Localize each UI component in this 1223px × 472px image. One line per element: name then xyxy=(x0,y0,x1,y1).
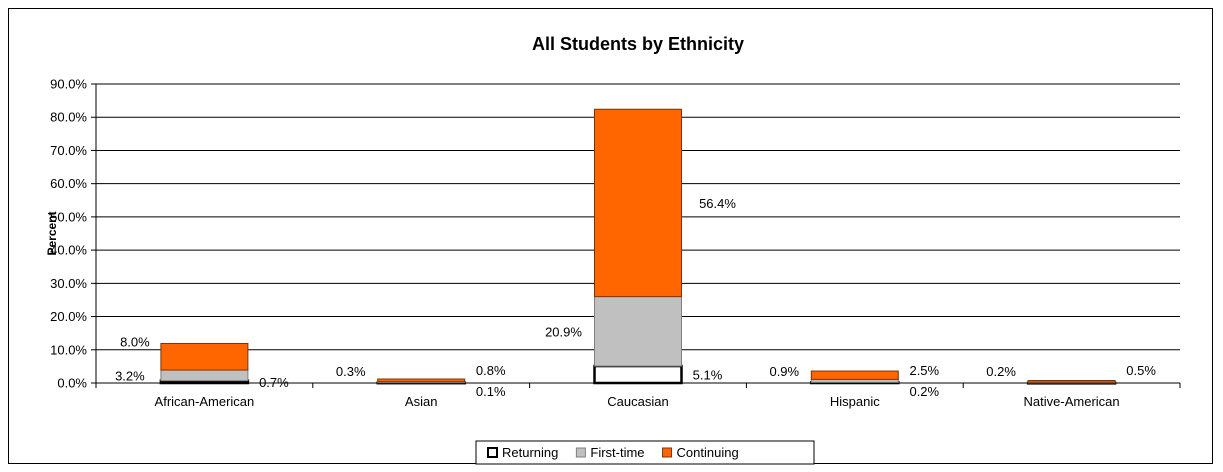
y-tick-label: 30.0% xyxy=(50,276,87,291)
data-label-returning: 0.7% xyxy=(259,375,289,390)
x-tick-label: Asian xyxy=(405,394,438,409)
stacked-bar-chart: All Students by Ethnicity Percent 0.0% 10.0… xyxy=(45,34,1181,465)
data-label-first-time: 0.9% xyxy=(769,364,799,379)
chart-frame: All Students by Ethnicity Percent 0.0% 10.0… xyxy=(8,8,1213,465)
data-label-continuing: 8.0% xyxy=(120,334,150,349)
y-axis-label: Percent xyxy=(45,211,59,255)
x-tick-label: Native-American xyxy=(1024,394,1120,409)
data-label-continuing: 0.8% xyxy=(476,363,506,378)
chart-title: All Students by Ethnicity xyxy=(532,34,744,54)
bar-continuing-native-american xyxy=(1027,380,1116,383)
y-tick-label: 70.0% xyxy=(50,143,87,158)
y-tick-label: 60.0% xyxy=(50,176,87,191)
x-tick-label: Caucasian xyxy=(607,394,668,409)
legend-label-continuing: Continuing xyxy=(677,445,739,460)
x-tick-label: Hispanic xyxy=(830,394,880,409)
bar-first-time-caucasian xyxy=(594,296,682,367)
y-tick-label: 40.0% xyxy=(50,243,87,258)
y-tick-label: 50.0% xyxy=(50,209,87,224)
data-label-returning: 0.2% xyxy=(909,384,939,399)
data-label-first-time: 0.2% xyxy=(986,364,1016,379)
data-label-returning: 5.1% xyxy=(693,368,723,383)
bar-returning-caucasian xyxy=(593,364,683,385)
bar-continuing-hispanic xyxy=(810,370,899,380)
bar-continuing-asian xyxy=(377,378,466,383)
data-label-first-time: 3.2% xyxy=(115,368,145,383)
data-label-returning: 0.1% xyxy=(476,384,506,399)
legend-label-first-time: First-time xyxy=(590,445,644,460)
bar-first-time-african-american xyxy=(160,369,249,382)
y-tick-label: 20.0% xyxy=(50,309,87,324)
y-tick-label: 0.0% xyxy=(57,376,87,391)
y-tick-label: 90.0% xyxy=(50,77,87,92)
x-tick-label: African-American xyxy=(155,394,255,409)
bar-continuing-caucasian xyxy=(594,108,682,298)
data-label-continuing: 56.4% xyxy=(699,196,736,211)
legend-label-returning: Returning xyxy=(502,445,558,460)
bar-continuing-african-american xyxy=(160,342,249,371)
legend-swatch-continuing xyxy=(662,447,673,458)
legend-swatch-returning xyxy=(487,447,498,458)
legend-box xyxy=(475,440,815,465)
y-tick-label: 80.0% xyxy=(50,110,87,125)
data-label-continuing: 0.5% xyxy=(1126,363,1156,378)
y-tick-label: 10.0% xyxy=(50,342,87,357)
data-label-first-time: 20.9% xyxy=(545,324,582,339)
legend-swatch-first-time xyxy=(575,447,586,458)
data-label-first-time: 0.3% xyxy=(336,364,366,379)
data-label-continuing: 2.5% xyxy=(909,363,939,378)
